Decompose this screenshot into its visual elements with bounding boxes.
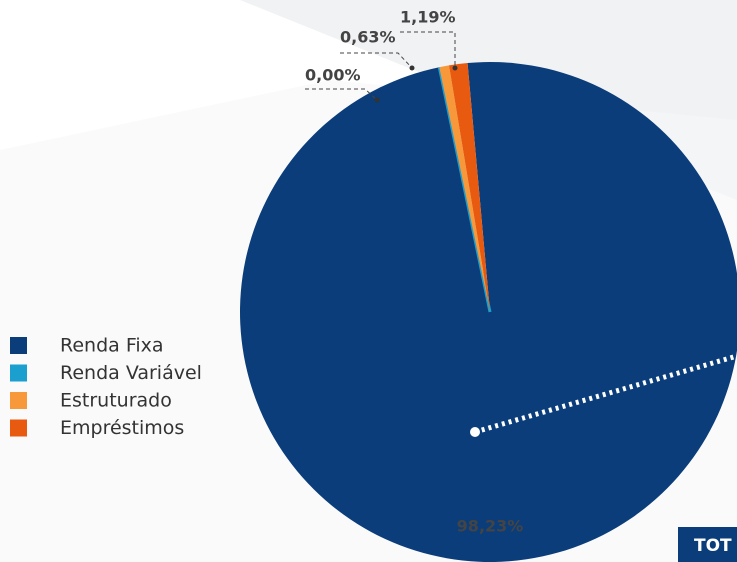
total-box bbox=[678, 527, 737, 562]
data-label: 0,63% bbox=[340, 28, 396, 47]
legend-label: Renda Variável bbox=[60, 362, 202, 384]
leader-dot bbox=[452, 65, 458, 71]
leader-dot bbox=[374, 97, 380, 103]
data-label: 1,19% bbox=[400, 8, 456, 27]
data-label: 98,23% bbox=[457, 517, 524, 536]
legend-label: Renda Fixa bbox=[60, 335, 164, 357]
legend-swatch bbox=[10, 364, 27, 382]
legend-swatch bbox=[10, 419, 27, 437]
leader-line bbox=[400, 31, 456, 68]
legend-label: Empréstimos bbox=[60, 417, 184, 439]
legend-swatch bbox=[10, 392, 27, 409]
pie-slice bbox=[449, 63, 490, 313]
total-label: TOT bbox=[694, 536, 732, 556]
data-label: 0,00% bbox=[305, 66, 361, 85]
pie-slice bbox=[439, 65, 490, 313]
pie bbox=[240, 62, 737, 562]
leader-line bbox=[340, 52, 413, 69]
leader-line bbox=[305, 88, 378, 101]
leader-dot bbox=[409, 65, 415, 71]
pointer-dot bbox=[470, 427, 480, 437]
legend-swatch bbox=[10, 337, 27, 354]
legend-label: Estruturado bbox=[60, 390, 172, 412]
